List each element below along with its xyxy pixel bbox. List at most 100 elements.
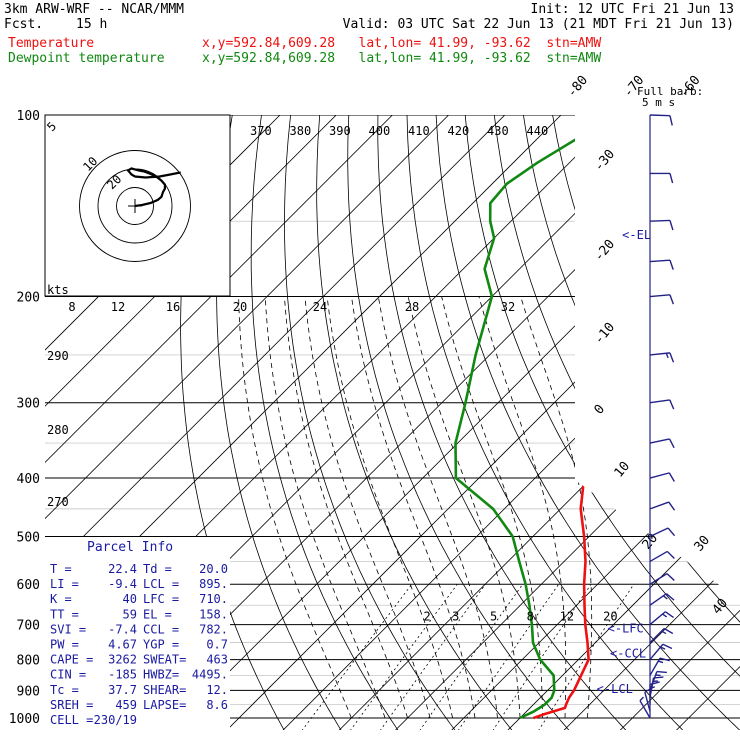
isotherm-line [45,115,395,730]
dry-adiabat-label: 280 [47,423,69,437]
mixing-ratio-label: 2 [424,610,431,624]
parcel-field-value: 0.7 [206,638,228,652]
wind-barb-flag [662,595,668,600]
wind-barb-flag [669,259,674,270]
mixing-ratio-line [349,583,458,730]
moist-adiabat-line [377,296,498,719]
temperature-location: x,y=592.84,609.28 lat,lon= 41.99, -93.62… [202,36,602,51]
isotherm-line [282,115,740,730]
parcel-field-label: LCL = [143,577,179,591]
parcel-field-label: T = [50,562,72,576]
parcel-field-value: -7.4 [108,622,137,636]
dewpoint-legend: Dewpoint temperature [8,51,165,66]
wind-speed-tick: 8 [68,300,75,314]
pressure-tick-label: 300 [17,397,40,412]
hodograph-ring [79,150,191,262]
wind-barb [649,114,671,117]
wind-barb-flag [669,352,675,363]
parcel-field-label: CCL = [143,622,179,636]
parcel-field-label: CELL = [50,713,93,727]
parcel-field-value: 230/19 [94,713,137,727]
wind-barb-flag [666,550,675,560]
dewpoint-profile-line [454,115,610,720]
theta-label: 430 [487,124,509,138]
level-marker-ccl: <-CCL [610,647,646,661]
isotherm-line [619,115,740,730]
pressure-tick-label: 100 [17,109,40,124]
parcel-field-value: 463 [206,653,228,667]
parcel-field-label: LFC = [143,592,179,606]
wind-barb-flag [662,613,668,618]
mixing-ratio-line [492,583,592,730]
wind-barb-flag [649,681,660,686]
parcel-field-value: 37.7 [108,683,137,697]
wind-barb [649,527,669,538]
parcel-field-value: 3262 [108,653,137,667]
parcel-field-label: CIN = [50,668,86,682]
wind-barb-flag [660,646,666,650]
dry-adiabat-line [250,115,399,730]
dry-adiabat-line [581,115,740,730]
isotherm-right-label: 30 [692,533,714,555]
dry-adiabat-line [316,115,513,730]
parcel-field-label: SHEAR= [143,683,186,697]
isotherm-line [394,115,740,730]
mixing-ratio-label: 12 [560,610,574,624]
isotherm-line [675,115,740,730]
wind-barb [649,550,668,563]
mixing-ratio-line [538,583,635,730]
dry-adiabat-line [377,115,627,730]
parcel-field-label: TT = [50,607,79,621]
dry-adiabat-line [464,115,740,730]
temperature-legend: Temperature [8,36,95,51]
wind-barb-flag [664,611,674,619]
parcel-field-label: SREH = [50,698,93,712]
wind-barb-flag [669,399,675,410]
moist-adiabat-line [351,296,476,719]
wind-speed-tick: 24 [313,300,327,314]
parcel-field-value: 59 [123,607,137,621]
parcel-field-label: HWBZ= [143,668,179,682]
pressure-tick-label: 400 [17,472,40,487]
mixing-ratio-label: 5 [490,610,497,624]
hodograph-trace [126,167,181,208]
moist-adiabat-line [326,296,453,719]
pressure-tick-label: 500 [17,530,40,545]
wind-barb [649,438,670,444]
pressure-tick-label: 200 [17,291,40,306]
wind-barb-flag [668,438,675,449]
moist-adiabat-line [264,296,386,719]
wind-barb-flag [669,115,673,126]
parcel-field-value: -185 [108,668,137,682]
wind-barb-flag [669,294,675,305]
parcel-field-label: EL = [143,607,172,621]
wind-barb-flag [668,472,675,482]
wind-barb-flag [661,630,667,635]
mixing-ratio-label: 3 [452,610,459,624]
barb-legend-label: Full barb: [637,85,703,98]
parcel-field-label: PW = [50,638,79,652]
dry-adiabat-label: 270 [47,495,69,509]
level-marker-lfc: <-LFC [608,621,644,635]
wind-barb [649,501,670,510]
wind-barb-flag [662,643,673,650]
parcel-field-value: 4495. [192,668,228,682]
moist-adiabat-line [304,296,431,719]
model-title: 3km ARW-WRF -- NCAR/MMM [4,2,185,17]
parcel-field-label: YGP = [143,638,179,652]
wind-barb-flag [656,670,667,674]
wind-barb [649,399,670,404]
dry-adiabat-line [435,115,740,730]
wind-barb [649,219,671,222]
wind-barb [649,259,671,263]
wind-barb [644,691,651,712]
parcel-info-panel [45,537,230,730]
isotherm-line [225,115,740,730]
parcel-field-label: Tc = [50,683,79,697]
isotherm-right-label: 0 [592,402,609,418]
forecast-hour: 15 h [76,17,108,32]
moist-adiabat-line [478,296,567,719]
isotherm-line [450,115,740,730]
wind-barb-flag [665,352,669,359]
